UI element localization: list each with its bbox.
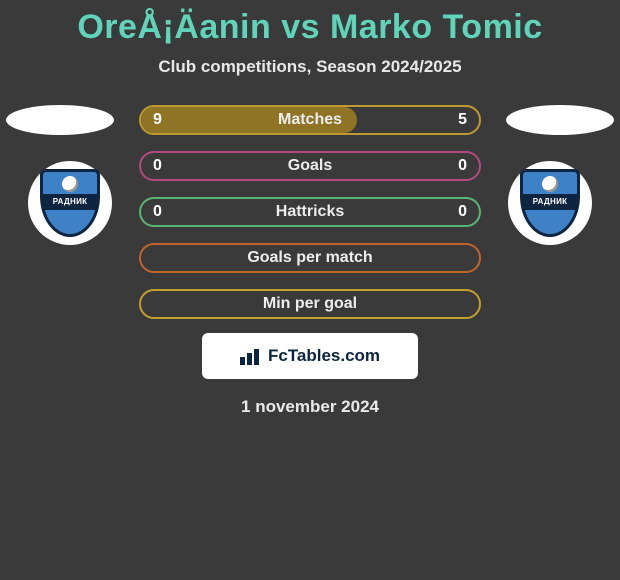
crest-icon: РАДНИК — [520, 169, 580, 237]
stat-left-value: 0 — [153, 203, 162, 221]
page-title: OreÅ¡Äanin vs Marko Tomic — [0, 0, 620, 47]
stat-label: Goals — [288, 157, 332, 175]
stat-bars: Matches 9 5 Goals 0 0 Hattricks 0 0 Goals per mat… — [139, 105, 481, 319]
stat-left-value: 0 — [153, 157, 162, 175]
stat-bar: Matches 9 5 — [139, 105, 481, 135]
stat-right-value: 0 — [458, 157, 467, 175]
date-label: 1 november 2024 — [0, 397, 620, 417]
right-player-oval — [506, 105, 614, 135]
left-team-badge: РАДНИК — [28, 161, 112, 245]
right-team-badge: РАДНИК — [508, 161, 592, 245]
stat-left-value: 9 — [153, 111, 162, 129]
stat-label: Hattricks — [276, 203, 344, 221]
stat-bar: Goals per match — [139, 243, 481, 273]
crest-label: РАДНИК — [523, 194, 577, 210]
bar-chart-icon — [240, 347, 262, 365]
stat-bar: Hattricks 0 0 — [139, 197, 481, 227]
crest-icon: РАДНИК — [40, 169, 100, 237]
stat-label: Goals per match — [247, 249, 372, 267]
soccer-ball-icon — [62, 176, 78, 192]
soccer-ball-icon — [542, 176, 558, 192]
left-player-oval — [6, 105, 114, 135]
stat-bar: Min per goal — [139, 289, 481, 319]
stat-label: Matches — [278, 111, 342, 129]
stat-bar: Goals 0 0 — [139, 151, 481, 181]
stat-label: Min per goal — [263, 295, 357, 313]
stat-right-value: 0 — [458, 203, 467, 221]
crest-label: РАДНИК — [43, 194, 97, 210]
brand-text: FcTables.com — [268, 346, 380, 366]
comparison-stage: РАДНИК РАДНИК Matches 9 5 Goals 0 0 Hattricks 0… — [0, 105, 620, 319]
stat-right-value: 5 — [458, 111, 467, 129]
brand-badge: FcTables.com — [202, 333, 418, 379]
subtitle: Club competitions, Season 2024/2025 — [0, 57, 620, 77]
